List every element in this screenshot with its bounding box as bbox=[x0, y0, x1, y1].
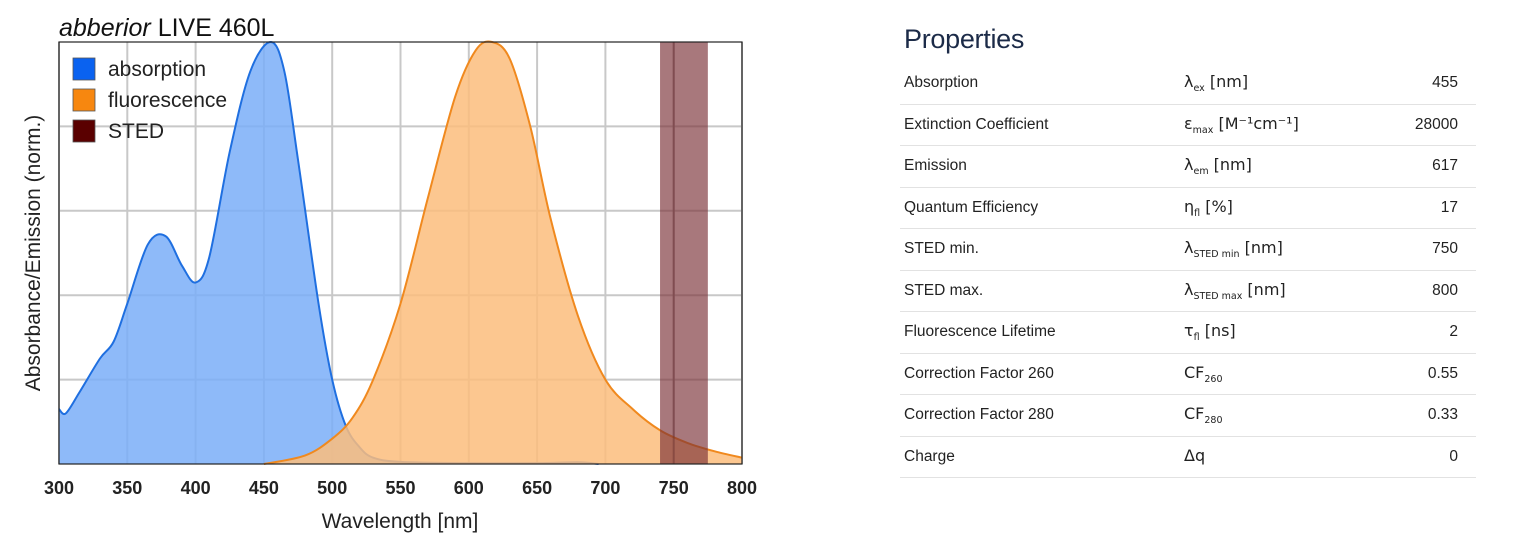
property-name: Extinction Coefficient bbox=[904, 115, 1049, 133]
symbol: λ bbox=[1184, 72, 1194, 92]
x-tick-labels: 300 350 400 450 500 550 600 650 700 750 800 bbox=[44, 478, 757, 498]
property-symbol: Δq bbox=[1184, 446, 1338, 468]
legend-label-sted: STED bbox=[108, 120, 164, 143]
y-axis-label: Absorbance/Emission (norm.) bbox=[22, 115, 45, 392]
symbol-subscript: 260 bbox=[1204, 373, 1223, 385]
unit: [nm] bbox=[1242, 279, 1286, 299]
property-name: Emission bbox=[904, 157, 967, 175]
unit: [nm] bbox=[1208, 155, 1252, 175]
property-row: Absorption λex [nm] 455 bbox=[900, 63, 1476, 105]
spectrum-chart: abberior LIVE 460L 300 350 400 450 500 550 600… bbox=[22, 14, 757, 533]
symbol-subscript: 280 bbox=[1204, 415, 1223, 427]
x-tick-label: 450 bbox=[249, 478, 279, 498]
property-value: 0.33 bbox=[1427, 406, 1458, 424]
property-symbol: εmax [M⁻¹cm⁻¹] bbox=[1184, 114, 1338, 136]
symbol: CF bbox=[1184, 404, 1205, 424]
symbol-subscript: ex bbox=[1193, 83, 1205, 95]
property-value: 0 bbox=[1449, 447, 1458, 465]
symbol: η bbox=[1184, 196, 1195, 216]
property-row: Charge Δq 0 bbox=[900, 437, 1476, 478]
x-tick-label: 600 bbox=[454, 478, 484, 498]
property-name: Correction Factor 260 bbox=[904, 364, 1054, 382]
property-value: 800 bbox=[1432, 281, 1458, 299]
x-tick-label: 400 bbox=[181, 478, 211, 498]
legend-label-fluorescence: fluorescence bbox=[108, 89, 227, 112]
legend-swatch-fluorescence bbox=[72, 88, 96, 112]
symbol: Δq bbox=[1184, 445, 1206, 465]
property-symbol: λem [nm] bbox=[1184, 155, 1338, 177]
property-name: Absorption bbox=[904, 74, 979, 92]
property-symbol: λSTED min [nm] bbox=[1184, 238, 1338, 260]
property-name: Quantum Efficiency bbox=[904, 198, 1039, 216]
symbol-subscript: fl bbox=[1194, 207, 1201, 219]
property-value: 617 bbox=[1432, 157, 1458, 175]
property-name: STED min. bbox=[904, 240, 979, 258]
unit: [M⁻¹cm⁻¹] bbox=[1213, 113, 1299, 133]
property-symbol: τfl [ns] bbox=[1184, 321, 1338, 343]
property-row: Fluorescence Lifetime τfl [ns] 2 bbox=[900, 312, 1476, 354]
legend: absorption fluorescence STED bbox=[72, 57, 227, 143]
property-symbol: CF280 bbox=[1184, 404, 1338, 426]
property-value: 17 bbox=[1440, 198, 1458, 216]
symbol: CF bbox=[1184, 362, 1205, 382]
property-row: Emission λem [nm] 617 bbox=[900, 146, 1476, 188]
property-row: Correction Factor 280 CF280 0.33 bbox=[900, 395, 1476, 437]
plot-frame bbox=[58, 41, 743, 465]
property-row: STED max. λSTED max [nm] 800 bbox=[900, 271, 1476, 312]
symbol-subscript: STED max bbox=[1193, 290, 1243, 302]
property-value: 0.55 bbox=[1427, 364, 1458, 382]
property-value: 455 bbox=[1432, 74, 1458, 92]
property-name: STED max. bbox=[904, 281, 984, 299]
chart-title: abberior LIVE 460L bbox=[59, 14, 275, 42]
property-symbol: ηfl [%] bbox=[1184, 197, 1338, 219]
symbol-subscript: em bbox=[1193, 166, 1209, 178]
x-tick-label: 350 bbox=[112, 478, 142, 498]
properties-table: Absorption λex [nm] 455 Extinction Coeffi… bbox=[900, 63, 1476, 478]
unit: [nm] bbox=[1204, 72, 1249, 92]
x-tick-label: 500 bbox=[317, 478, 347, 498]
absorption-area bbox=[59, 42, 599, 464]
property-row: Correction Factor 260 CF260 0.55 bbox=[900, 354, 1476, 395]
property-symbol: CF260 bbox=[1184, 363, 1338, 385]
property-name: Fluorescence Lifetime bbox=[904, 323, 1056, 341]
properties-panel: Properties Absorption λex [nm] 455 Extinc… bbox=[900, 24, 1476, 478]
property-value: 2 bbox=[1449, 323, 1458, 341]
symbol-subscript: max bbox=[1192, 124, 1214, 136]
properties-title: Properties bbox=[904, 24, 1025, 54]
symbol-subscript: STED min bbox=[1193, 249, 1240, 261]
x-tick-label: 300 bbox=[44, 478, 74, 498]
symbol: λ bbox=[1184, 279, 1194, 299]
property-value: 750 bbox=[1432, 240, 1458, 258]
x-tick-label: 550 bbox=[385, 478, 415, 498]
property-row: Quantum Efficiency ηfl [%] 17 bbox=[900, 188, 1476, 229]
x-tick-label: 800 bbox=[727, 478, 757, 498]
symbol: λ bbox=[1184, 155, 1194, 175]
fluorescence-area bbox=[263, 41, 742, 464]
unit: [ns] bbox=[1199, 321, 1236, 341]
symbol: τ bbox=[1184, 321, 1194, 341]
symbol-subscript: fl bbox=[1193, 332, 1200, 344]
property-name: Correction Factor 280 bbox=[904, 406, 1054, 424]
fluorescence-line bbox=[263, 40, 743, 465]
x-axis-label: Wavelength [nm] bbox=[322, 510, 479, 533]
property-row: Extinction Coefficient εmax [M⁻¹cm⁻¹] 28… bbox=[900, 105, 1476, 146]
property-row: STED min. λSTED min [nm] 750 bbox=[900, 229, 1476, 271]
unit: [%] bbox=[1200, 196, 1233, 216]
property-value: 28000 bbox=[1414, 115, 1458, 133]
unit: [nm] bbox=[1239, 238, 1283, 258]
symbol: λ bbox=[1184, 238, 1194, 258]
legend-label-absorption: absorption bbox=[108, 58, 206, 81]
property-name: Charge bbox=[904, 447, 955, 465]
legend-swatch-sted bbox=[72, 119, 96, 143]
x-tick-label: 650 bbox=[522, 478, 552, 498]
x-tick-label: 700 bbox=[590, 478, 620, 498]
legend-swatch-absorption bbox=[72, 57, 96, 81]
property-symbol: λSTED max [nm] bbox=[1184, 280, 1338, 302]
sted-band bbox=[660, 42, 708, 464]
series-areas bbox=[58, 40, 743, 465]
symbol: ε bbox=[1184, 113, 1193, 133]
property-symbol: λex [nm] bbox=[1184, 72, 1338, 94]
x-tick-label: 750 bbox=[659, 478, 689, 498]
